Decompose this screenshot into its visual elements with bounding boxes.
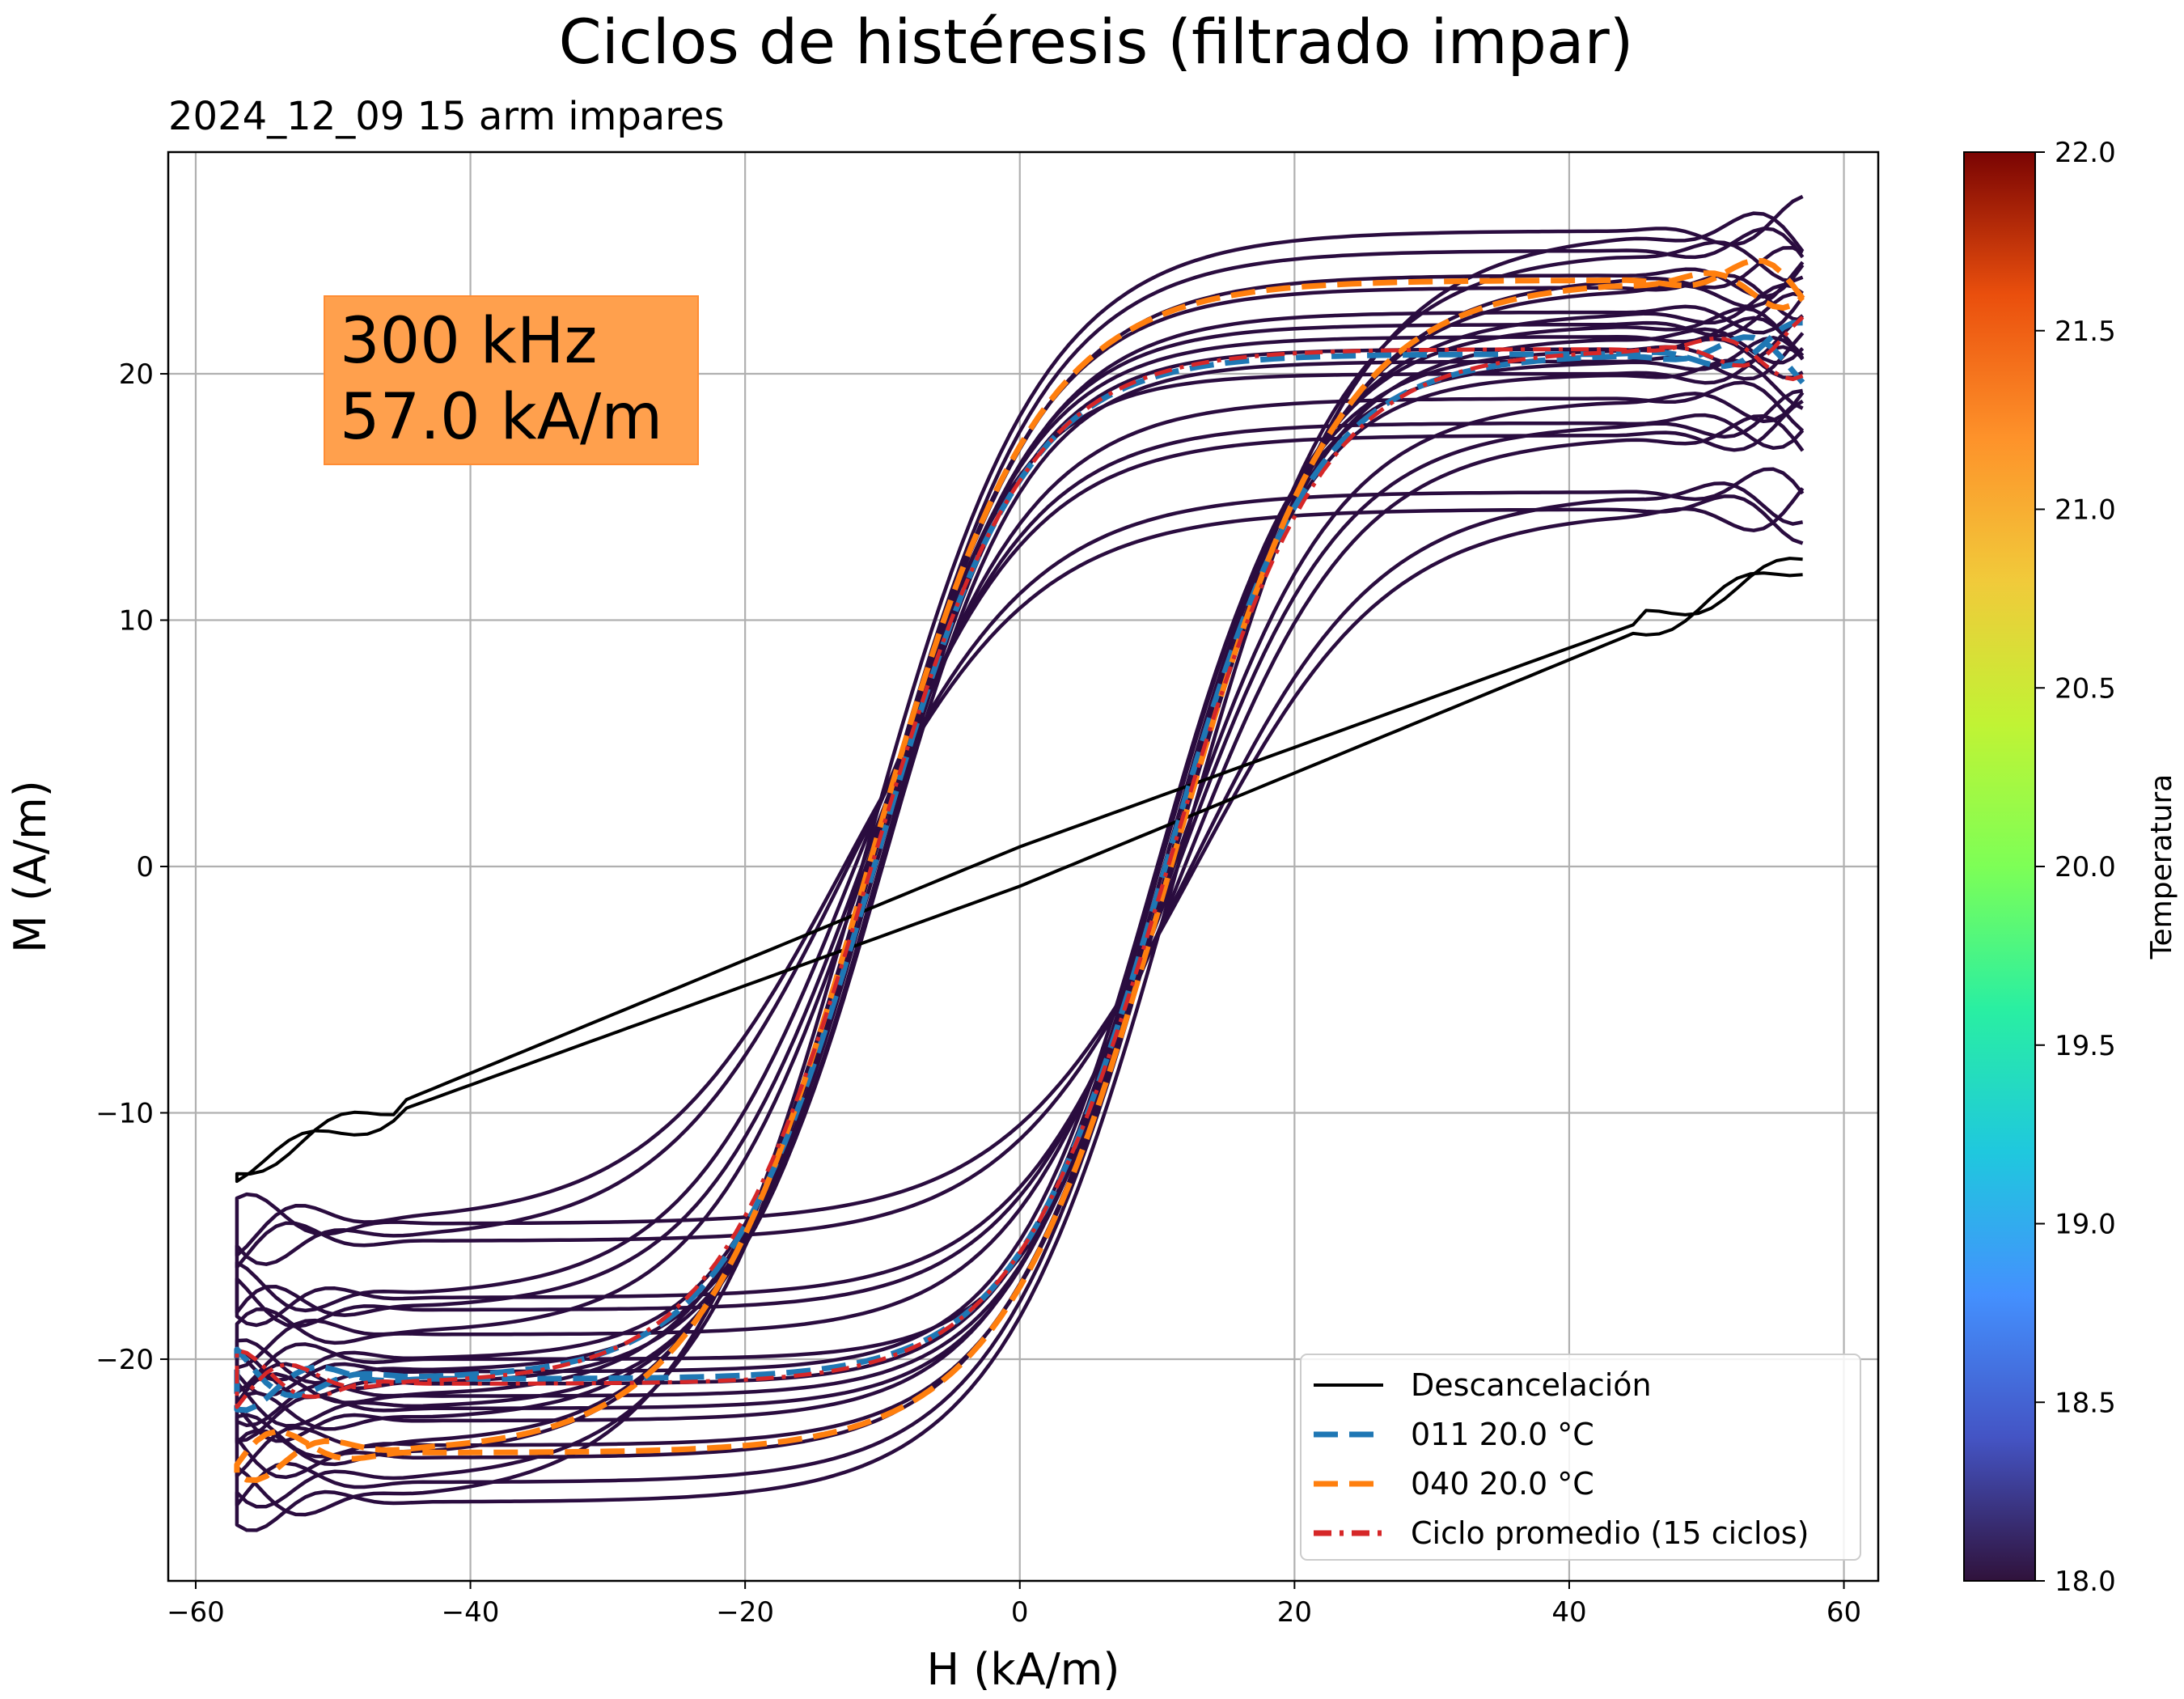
legend-frame	[1300, 1354, 1861, 1561]
colorbar-tick-label: 22.0	[2055, 137, 2116, 169]
x-tick-label: 60	[1826, 1596, 1861, 1629]
x-tick-label: 20	[1277, 1596, 1312, 1629]
colorbar-tick-label: 21.0	[2055, 494, 2116, 527]
y-axis-ticks: −20 −10 0 10 20	[95, 358, 168, 1376]
y-tick-label: 0	[136, 851, 154, 883]
y-tick-label: −10	[95, 1097, 154, 1129]
y-tick-label: 10	[119, 605, 154, 638]
colorbar-ticks: 18.0 18.5 19.0 19.5 20.0 20.5 21.0 21.5 22.0	[2035, 137, 2116, 1598]
x-tick-label: 40	[1551, 1596, 1586, 1629]
series-group	[234, 194, 1805, 1532]
y-tick-label: −20	[95, 1344, 154, 1376]
colorbar-tick-label: 18.0	[2055, 1566, 2116, 1598]
chart-subtitle: 2024_12_09 15 arm impares	[168, 94, 724, 139]
x-tick-label: −60	[167, 1596, 225, 1629]
x-axis-ticks: −60 −40 −20 0 20 40 60	[167, 1581, 1861, 1629]
colorbar-tick-label: 19.5	[2055, 1030, 2116, 1062]
colorbar-tick-label: 19.0	[2055, 1209, 2116, 1241]
legend-label: 040 20.0 °C	[1411, 1466, 1594, 1502]
colorbar-tick-label: 21.5	[2055, 316, 2116, 348]
plot-border	[167, 150, 1880, 1582]
colorbar-tick-label: 20.5	[2055, 672, 2116, 705]
series-line-descancelaci-n	[235, 557, 1803, 1184]
cycle-line	[235, 487, 1805, 1257]
colorbar-title: Temperatura	[2145, 774, 2178, 960]
x-tick-label: −40	[442, 1596, 500, 1629]
series-line-040-20-0-c	[234, 257, 1805, 1483]
legend-label: Ciclo promedio (15 ciclos)	[1411, 1515, 1809, 1551]
legend-label: Descancelación	[1411, 1367, 1652, 1403]
colorbar-tick-label: 18.5	[2055, 1387, 2116, 1419]
cycle-line	[235, 380, 1805, 1370]
x-tick-label: −20	[716, 1596, 774, 1629]
colorbar: 18.0 18.5 19.0 19.5 20.0 20.5 21.0 21.5 22.0 Tem…	[1963, 137, 2178, 1598]
annotation-box: 300 kHz 57.0 kA/m	[324, 295, 699, 465]
legend-label: 011 20.0 °C	[1411, 1417, 1594, 1452]
y-tick-label: 20	[119, 358, 154, 391]
cycle-line	[235, 399, 1805, 1328]
chart-title: Ciclos de histéresis (filtrado impar)	[559, 6, 1634, 78]
series-line-ciclo-promedio-15-ciclos-	[235, 316, 1805, 1409]
annotation-field: 57.0 kA/m	[340, 381, 662, 454]
annotation-background	[324, 295, 699, 465]
annotation-frequency: 300 kHz	[340, 305, 597, 378]
x-axis-title: H (kA/m)	[927, 1644, 1120, 1695]
legend: Descancelación 011 20.0 °C 040 20.0 °C Cicl…	[1300, 1354, 1861, 1561]
x-tick-label: 0	[1011, 1596, 1029, 1629]
colorbar-tick-label: 20.0	[2055, 851, 2116, 883]
y-axis-title: M (A/m)	[5, 780, 56, 953]
colorbar-gradient	[1963, 151, 2036, 1582]
